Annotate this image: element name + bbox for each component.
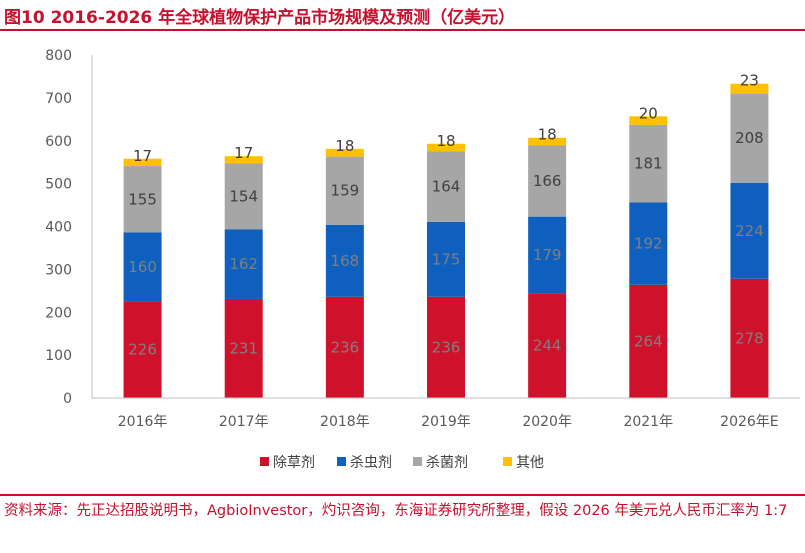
source-note: 资料来源：先正达招股说明书，AgbioInvestor，灼识咨询，东海证券研究所… bbox=[4, 503, 788, 519]
bar-stack: 264 192 181 20 bbox=[629, 104, 668, 398]
x-tick-label: 2026年E bbox=[720, 414, 778, 430]
legend-swatch bbox=[337, 457, 346, 466]
bar-segment bbox=[224, 229, 263, 299]
bar-segment bbox=[629, 124, 668, 203]
bar-segment bbox=[629, 116, 668, 125]
x-tick-label: 2016年 bbox=[118, 414, 168, 430]
x-tick-label: 2018年 bbox=[320, 414, 370, 430]
bar-segment bbox=[629, 284, 668, 398]
bar-segment bbox=[629, 202, 668, 285]
bar-segment bbox=[123, 158, 162, 167]
legend: 除草剂 杀虫剂 杀菌剂 其他 bbox=[260, 455, 544, 471]
bar-segment bbox=[123, 232, 162, 302]
bar-stack: 244 179 166 18 bbox=[528, 126, 567, 398]
data-label: 17 bbox=[234, 144, 253, 162]
source-divider bbox=[0, 494, 805, 496]
y-axis: 0 100 200 300 400 500 600 700 800 bbox=[45, 48, 93, 407]
chart-title: 图10 2016-2026 年全球植物保护产品市场规模及预测（亿美元） bbox=[4, 8, 516, 28]
x-tick-label: 2019年 bbox=[421, 414, 471, 430]
legend-label: 除草剂 bbox=[273, 455, 315, 471]
data-label: 231 bbox=[229, 339, 258, 357]
bar-segment bbox=[730, 278, 769, 398]
bar-segment bbox=[224, 298, 263, 398]
x-tick-label: 2021年 bbox=[623, 414, 673, 430]
bar-stack: 236 175 164 18 bbox=[427, 132, 465, 398]
y-tick-label: 400 bbox=[45, 220, 72, 236]
data-label: 18 bbox=[436, 132, 455, 150]
bar-segment bbox=[224, 156, 263, 164]
data-label: 236 bbox=[331, 338, 360, 356]
data-label: 264 bbox=[634, 332, 663, 350]
data-label: 244 bbox=[533, 337, 562, 355]
data-label: 226 bbox=[128, 341, 157, 359]
data-label: 162 bbox=[229, 255, 258, 273]
y-tick-label: 500 bbox=[45, 177, 72, 193]
data-label: 181 bbox=[634, 155, 663, 173]
bar-segment bbox=[427, 151, 465, 222]
x-axis: 2016年 2017年 2018年 2019年 2020年 2021年 2026年E bbox=[92, 397, 800, 430]
bar-segment bbox=[730, 93, 769, 183]
bar-segment bbox=[427, 296, 465, 398]
legend-swatch bbox=[503, 457, 512, 466]
data-label: 208 bbox=[735, 129, 764, 147]
bar-segment bbox=[528, 216, 567, 294]
legend-label: 杀虫剂 bbox=[350, 455, 392, 471]
bar-segment bbox=[528, 145, 567, 217]
bar-stack: 226 160 155 17 bbox=[123, 147, 162, 398]
bar-stack: 231 162 154 17 bbox=[224, 144, 263, 398]
data-label: 192 bbox=[634, 235, 663, 253]
legend-label: 其他 bbox=[516, 455, 544, 471]
data-label: 175 bbox=[432, 250, 461, 268]
y-tick-label: 800 bbox=[45, 48, 72, 64]
x-tick-label: 2020年 bbox=[522, 414, 572, 430]
data-label: 155 bbox=[128, 190, 157, 208]
data-label: 154 bbox=[229, 187, 258, 205]
bar-segment bbox=[730, 182, 769, 279]
bar-segment bbox=[730, 83, 769, 94]
y-tick-label: 0 bbox=[63, 391, 72, 407]
data-label: 224 bbox=[735, 222, 764, 240]
data-label: 159 bbox=[331, 182, 360, 200]
data-label: 17 bbox=[133, 147, 152, 165]
y-tick-label: 600 bbox=[45, 134, 72, 150]
data-label: 18 bbox=[538, 126, 557, 144]
data-label: 23 bbox=[740, 72, 759, 90]
data-label: 164 bbox=[432, 178, 461, 196]
x-tick-label: 2017年 bbox=[219, 414, 269, 430]
y-tick-label: 700 bbox=[45, 91, 72, 107]
bar-segment bbox=[528, 293, 567, 398]
bar-segment bbox=[325, 224, 364, 297]
title-divider bbox=[0, 29, 805, 31]
data-label: 166 bbox=[533, 172, 562, 190]
bar-segment bbox=[123, 166, 162, 233]
data-label: 160 bbox=[128, 258, 157, 276]
y-tick-label: 300 bbox=[45, 262, 72, 278]
bar-segment bbox=[528, 137, 567, 146]
y-tick-label: 100 bbox=[45, 348, 72, 364]
data-label: 179 bbox=[533, 246, 562, 264]
bars: 226 160 155 17 231 162 154 17 236 168 159 18 236 175 1… bbox=[123, 72, 769, 398]
data-label: 20 bbox=[639, 104, 658, 122]
bar-segment bbox=[427, 143, 465, 152]
data-label: 236 bbox=[432, 338, 461, 356]
data-label: 278 bbox=[735, 329, 764, 347]
bar-stack: 278 224 208 23 bbox=[730, 72, 769, 398]
bar-segment bbox=[427, 221, 465, 297]
legend-label: 杀菌剂 bbox=[426, 455, 468, 471]
bar-segment bbox=[325, 148, 364, 157]
bar-segment bbox=[325, 296, 364, 398]
data-label: 18 bbox=[335, 137, 354, 155]
data-label: 168 bbox=[331, 252, 360, 270]
bar-segment bbox=[325, 156, 364, 225]
bar-stack: 236 168 159 18 bbox=[325, 137, 364, 398]
legend-swatch bbox=[260, 457, 269, 466]
bar-segment bbox=[123, 301, 162, 398]
legend-swatch bbox=[413, 457, 422, 466]
bar-segment bbox=[224, 163, 263, 230]
y-tick-label: 200 bbox=[45, 305, 72, 321]
